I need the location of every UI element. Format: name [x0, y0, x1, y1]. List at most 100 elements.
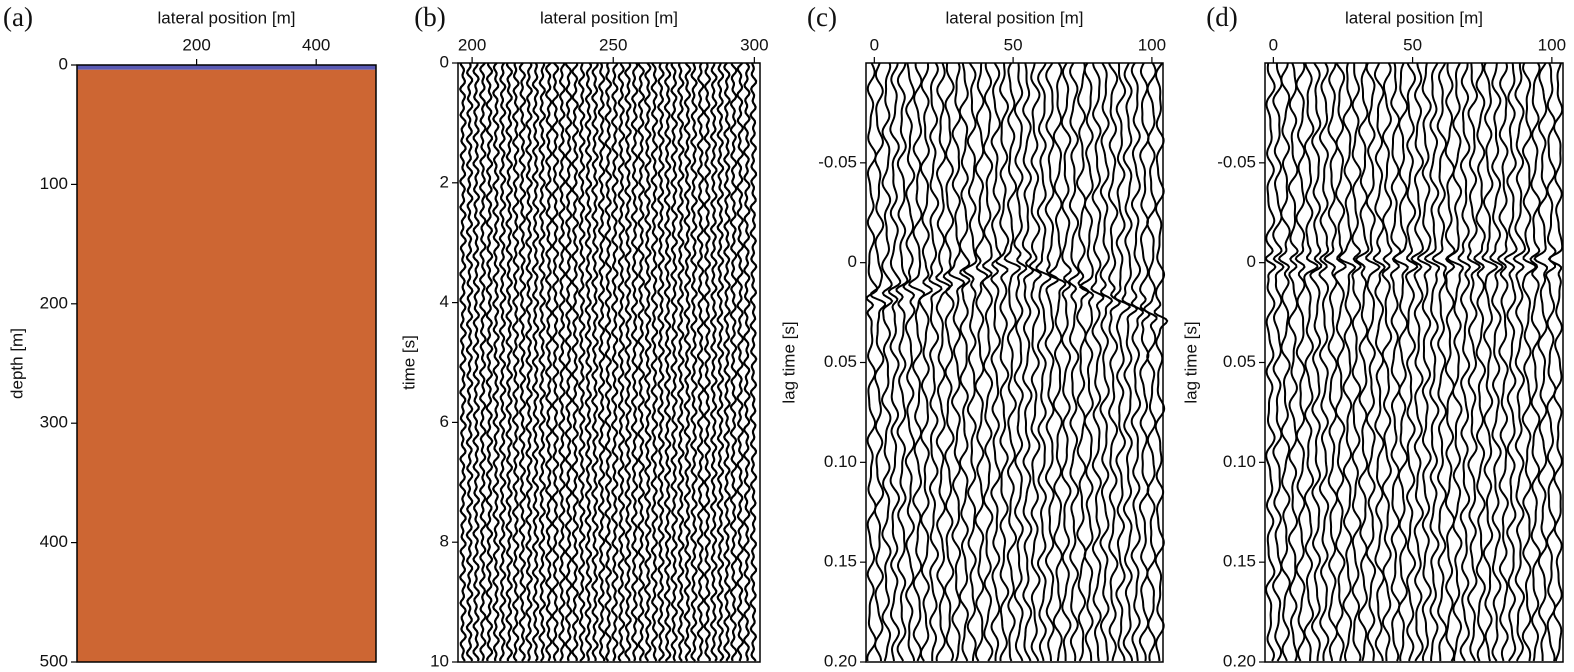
trace [742, 62, 751, 662]
trace [1416, 62, 1432, 662]
y-tick-label: 0 [59, 54, 68, 73]
panel-label: (b) [414, 2, 445, 32]
y-tick-label: 0.10 [824, 452, 857, 471]
trace [1444, 62, 1456, 662]
trace [865, 62, 879, 662]
trace [1048, 62, 1067, 662]
trace [458, 62, 467, 662]
trace [908, 62, 926, 662]
y-tick-label: 10 [430, 651, 449, 670]
trace [1529, 62, 1541, 662]
y-tick-label: 300 [40, 413, 68, 432]
y-axis-label: lag time [s] [1181, 321, 1200, 403]
trace [1392, 62, 1409, 662]
y-tick-label: 0.05 [824, 352, 857, 371]
plot-frame [457, 62, 761, 663]
trace [590, 62, 600, 662]
trace [935, 62, 952, 662]
trace [643, 62, 652, 662]
trace [584, 62, 593, 662]
trace [1372, 62, 1386, 662]
trace [511, 62, 520, 662]
x-tick-label: 50 [1403, 35, 1422, 54]
trace [1287, 62, 1299, 662]
trace [610, 62, 619, 662]
trace [478, 62, 487, 662]
trace [1035, 62, 1052, 662]
trace [887, 62, 902, 662]
trace [1431, 62, 1448, 661]
trace [650, 62, 659, 662]
y-tick-label: 0.15 [1223, 552, 1256, 571]
panel-label: (d) [1206, 2, 1237, 32]
x-axis-label: lateral position [m] [1345, 8, 1483, 27]
x-axis-label: lateral position [m] [946, 8, 1084, 27]
trace [465, 62, 474, 662]
trace [990, 62, 1002, 662]
y-tick-label: 0.15 [824, 552, 857, 571]
trace [1029, 62, 1043, 662]
trace [1044, 62, 1060, 662]
trace [1333, 62, 1347, 662]
y-axis-label: lag time [s] [779, 321, 798, 403]
trace [492, 62, 500, 662]
y-tick-label: 0 [440, 52, 449, 71]
trace [1130, 62, 1144, 662]
trace [637, 62, 646, 662]
trace [498, 62, 507, 661]
trace [1294, 62, 1306, 662]
trace [617, 62, 626, 662]
trace [881, 62, 894, 662]
traces [865, 62, 1169, 662]
y-tick-label: -0.05 [818, 152, 857, 171]
trace [962, 62, 978, 662]
y-tick-label: -0.05 [1217, 152, 1256, 171]
trace [1389, 62, 1402, 662]
y-tick-label: 500 [40, 651, 68, 670]
trace [947, 62, 966, 662]
trace [1138, 62, 1151, 662]
y-axis-label: time [s] [399, 335, 418, 390]
trace [1410, 62, 1424, 662]
trace [597, 62, 606, 662]
trace [1107, 62, 1121, 662]
trace [525, 62, 533, 662]
trace [544, 62, 553, 662]
trace [558, 62, 566, 662]
traces [1264, 62, 1564, 662]
trace [1013, 62, 1028, 662]
trace [564, 62, 573, 662]
x-tick-label: 300 [740, 35, 768, 54]
trace [531, 62, 540, 662]
trace [703, 62, 712, 662]
trace [974, 62, 989, 662]
trace [1142, 62, 1158, 662]
x-tick-label: 0 [870, 35, 879, 54]
x-tick-label: 100 [1138, 35, 1166, 54]
panel-label: (a) [3, 2, 33, 32]
trace [1512, 63, 1527, 662]
y-tick-label: 0 [1247, 252, 1256, 271]
x-tick-label: 0 [1269, 35, 1278, 54]
trace [657, 62, 665, 662]
trace [1404, 62, 1419, 662]
trace [690, 62, 698, 662]
x-tick-label: 100 [1538, 35, 1566, 54]
trace [1068, 62, 1080, 662]
y-tick-label: 8 [440, 532, 449, 551]
trace [1547, 62, 1564, 662]
trace [1090, 62, 1105, 662]
trace [472, 62, 481, 662]
y-tick-label: 200 [40, 293, 68, 312]
traces [458, 62, 758, 662]
trace [1496, 62, 1509, 662]
trace [1309, 62, 1323, 662]
trace [538, 62, 547, 662]
trace [942, 62, 955, 662]
trace [1003, 62, 1021, 662]
trace [1079, 62, 1095, 662]
trace [1153, 62, 1169, 662]
trace [869, 62, 887, 662]
trace [1503, 62, 1518, 662]
